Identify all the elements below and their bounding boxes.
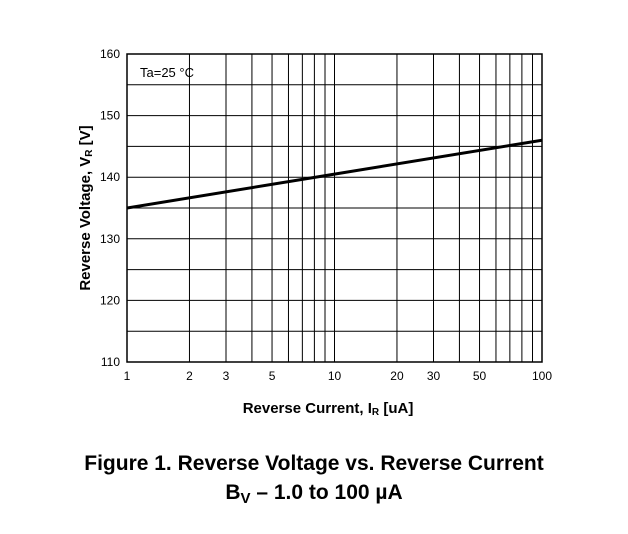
- x-axis-label-unit: [uA]: [379, 400, 413, 417]
- x-axis-label: Reverse Current, IR [uA]: [243, 400, 414, 418]
- x-tick-label: 3: [223, 369, 230, 383]
- tick-labels: 1 2 3 5 10 20 30 50 100 110 120 130 140 150 160: [100, 47, 552, 383]
- x-tick-label: 20: [390, 369, 404, 383]
- y-tick-label: 150: [100, 109, 120, 123]
- caption-range-rest: – 1.0 to 100 µA: [250, 481, 403, 504]
- caption-range-main: B: [225, 481, 241, 504]
- x-tick-label: 5: [269, 369, 276, 383]
- x-axis-label-sub: R: [372, 407, 380, 418]
- x-tick-label: 100: [532, 369, 552, 383]
- y-tick-label: 110: [101, 355, 120, 369]
- x-tick-label: 2: [186, 369, 193, 383]
- y-axis-label-unit: [V]: [77, 125, 94, 149]
- series-line-0: [126, 138, 543, 210]
- grid: [126, 53, 543, 363]
- x-tick-label: 30: [427, 369, 441, 383]
- x-axis-label-main: Reverse Current, I: [243, 400, 372, 417]
- y-axis-label-sub: R: [84, 149, 95, 157]
- y-tick-label: 160: [100, 47, 120, 61]
- x-tick-label: 1: [124, 369, 131, 383]
- y-tick-label: 120: [100, 293, 120, 307]
- figure-caption-title: Figure 1. Reverse Voltage vs. Reverse Cu…: [84, 452, 544, 475]
- annotation-temperature: Ta=25 °C: [140, 65, 194, 80]
- x-tick-label: 50: [473, 369, 487, 383]
- x-tick-label: 10: [328, 369, 342, 383]
- figure-caption-range: BV – 1.0 to 100 µA: [0, 481, 628, 507]
- y-axis-label: Reverse Voltage, VR [V]: [77, 125, 95, 290]
- y-axis-label-main: Reverse Voltage, V: [77, 157, 94, 291]
- y-tick-label: 140: [100, 170, 120, 184]
- series-layer: [126, 138, 543, 210]
- caption-range-sub: V: [240, 490, 251, 507]
- y-tick-label: 130: [100, 232, 120, 246]
